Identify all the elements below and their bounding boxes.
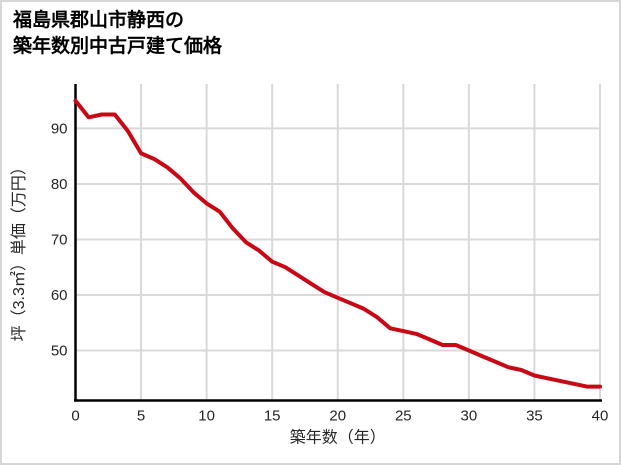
chart-title-line-1: 福島県郡山市静西の [13,10,185,31]
x-tick-label-15: 15 [264,408,281,425]
x-tick-label-10: 10 [198,408,215,425]
x-tick-label-20: 20 [329,408,346,425]
y-tick-label-50: 50 [51,343,68,360]
x-tick-label-0: 0 [71,408,79,425]
x-tick-label-25: 25 [395,408,412,425]
y-axis-label: 坪（3.3㎡）単価（万円） [10,159,28,341]
x-tick-label-35: 35 [526,408,543,425]
y-tick-label-60: 60 [51,287,68,304]
x-axis-label: 築年数（年） [290,429,386,447]
y-tick-label-90: 90 [51,120,68,137]
x-tick-label-5: 5 [137,408,145,425]
chart-title: 福島県郡山市静西の 築年数別中古戸建て価格 [13,8,222,60]
y-tick-label-70: 70 [51,231,68,248]
x-tick-label-30: 30 [461,408,478,425]
y-tick-label-80: 80 [51,176,68,193]
x-tick-label-40: 40 [592,408,609,425]
chart-title-line-2: 築年数別中古戸建て価格 [13,36,223,57]
price-line-series [73,98,602,389]
